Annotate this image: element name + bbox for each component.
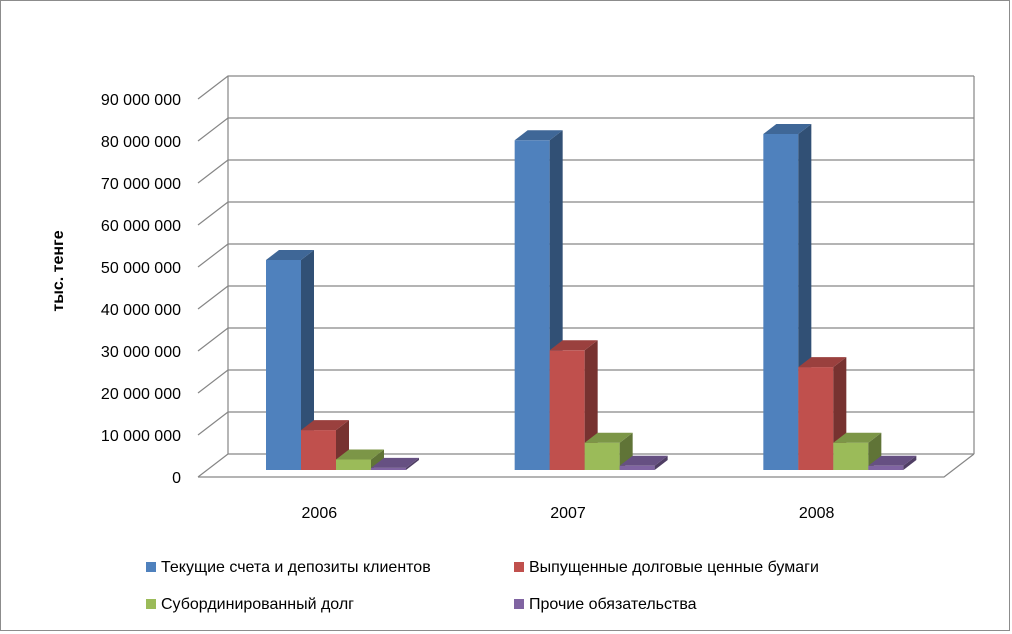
- gridlines: [197, 75, 975, 478]
- bar: [336, 449, 384, 470]
- y-tick-label: 60 000 000: [101, 218, 181, 235]
- legend-swatch: [146, 599, 156, 609]
- x-tick-label: 2007: [550, 505, 586, 522]
- legend-label: Субординированный долг: [161, 596, 354, 613]
- x-tick-label: 2008: [799, 505, 835, 522]
- legend-swatch: [514, 599, 524, 609]
- y-tick-label: 80 000 000: [101, 134, 181, 151]
- bar: [868, 455, 917, 470]
- y-tick-label: 0: [172, 470, 181, 487]
- y-tick-label: 70 000 000: [101, 176, 181, 193]
- legend-swatch: [514, 562, 524, 572]
- y-tick-label: 10 000 000: [101, 428, 181, 445]
- gridline: [197, 285, 974, 310]
- bar: [549, 340, 598, 470]
- y-tick-label: 20 000 000: [101, 386, 181, 403]
- legend-label: Прочие обязательства: [529, 596, 697, 613]
- bar: [266, 250, 314, 470]
- bar: [371, 457, 419, 470]
- y-tick-label: 50 000 000: [101, 260, 181, 277]
- gridline: [197, 75, 974, 100]
- bar: [584, 432, 633, 470]
- x-tick-label: 2006: [302, 505, 338, 522]
- bar: [514, 130, 563, 471]
- floor-edge: [198, 453, 975, 478]
- legend-label: Текущие счета и депозиты клиентов: [161, 559, 431, 576]
- gridline: [197, 159, 974, 184]
- bars: [266, 124, 917, 471]
- y-tick-label: 30 000 000: [101, 344, 181, 361]
- bar: [619, 455, 668, 470]
- legend-swatch: [146, 562, 156, 572]
- legend: Текущие счета и депозиты клиентов Выпущен…: [146, 559, 819, 613]
- y-tick-label: 40 000 000: [101, 302, 181, 319]
- bar: [833, 432, 882, 470]
- gridline: [197, 201, 974, 226]
- y-tick-label: 90 000 000: [101, 92, 181, 109]
- legend-label: Выпущенные долговые ценные бумаги: [529, 559, 819, 576]
- gridline: [197, 243, 974, 268]
- y-axis-tick-labels: 0 10 000 000 20 000 000 30 000 000 40 000 00…: [101, 92, 181, 487]
- y-axis-title: тыс. тенге: [50, 230, 67, 311]
- bar: [301, 420, 349, 470]
- gridline: [197, 117, 974, 142]
- x-axis-tick-labels: 2006 2007 2008: [302, 505, 835, 522]
